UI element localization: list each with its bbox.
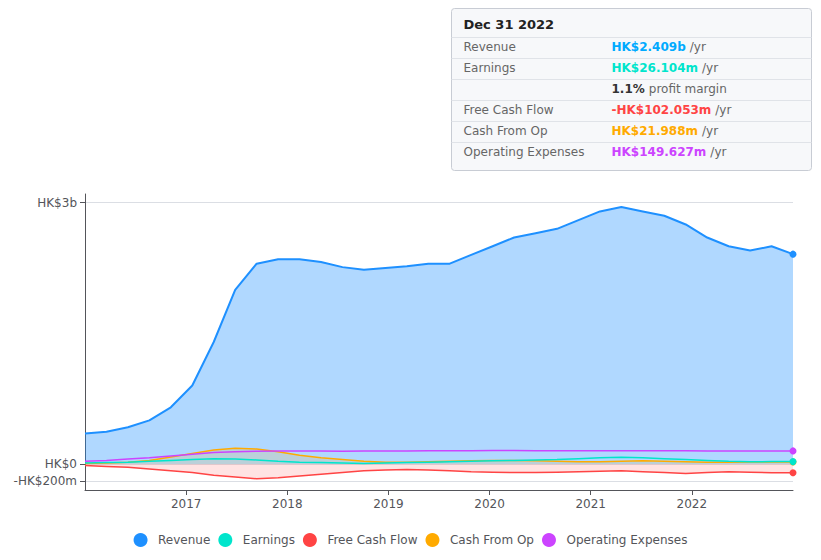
svg-text:-HK$102.053m: -HK$102.053m (612, 103, 712, 117)
svg-text:2022: 2022 (677, 497, 708, 511)
svg-text:HK$0: HK$0 (45, 457, 77, 471)
svg-text:Free Cash Flow: Free Cash Flow (327, 533, 417, 547)
svg-text:Dec 31 2022: Dec 31 2022 (464, 17, 555, 32)
svg-text:2020: 2020 (474, 497, 505, 511)
svg-text:HK$3b: HK$3b (37, 196, 77, 210)
svg-text:Earnings: Earnings (464, 61, 516, 75)
svg-text:Operating Expenses: Operating Expenses (464, 145, 585, 159)
svg-text:HK$21.988m: HK$21.988m (612, 124, 699, 138)
svg-text:HK$2.409b: HK$2.409b (612, 40, 687, 54)
svg-text:-HK$200m: -HK$200m (14, 474, 77, 488)
svg-text:2019: 2019 (373, 497, 404, 511)
svg-text:HK$149.627m: HK$149.627m (612, 145, 707, 159)
svg-text:profit margin: profit margin (649, 82, 727, 96)
svg-text:2017: 2017 (171, 497, 202, 511)
svg-text:Revenue: Revenue (158, 533, 210, 547)
svg-text:Free Cash Flow: Free Cash Flow (464, 103, 554, 117)
svg-text:HK$26.104m: HK$26.104m (612, 61, 699, 75)
svg-text:/yr: /yr (715, 103, 731, 117)
svg-text:2018: 2018 (272, 497, 303, 511)
svg-text:/yr: /yr (690, 40, 706, 54)
svg-text:/yr: /yr (702, 61, 718, 75)
svg-text:Cash From Op: Cash From Op (464, 124, 548, 138)
svg-text:/yr: /yr (710, 145, 726, 159)
svg-text:Operating Expenses: Operating Expenses (566, 533, 687, 547)
svg-text:/yr: /yr (702, 124, 718, 138)
svg-text:1.1%: 1.1% (612, 82, 645, 96)
svg-text:Revenue: Revenue (464, 40, 516, 54)
svg-text:Earnings: Earnings (243, 533, 295, 547)
svg-text:2021: 2021 (575, 497, 606, 511)
svg-text:Cash From Op: Cash From Op (450, 533, 534, 547)
